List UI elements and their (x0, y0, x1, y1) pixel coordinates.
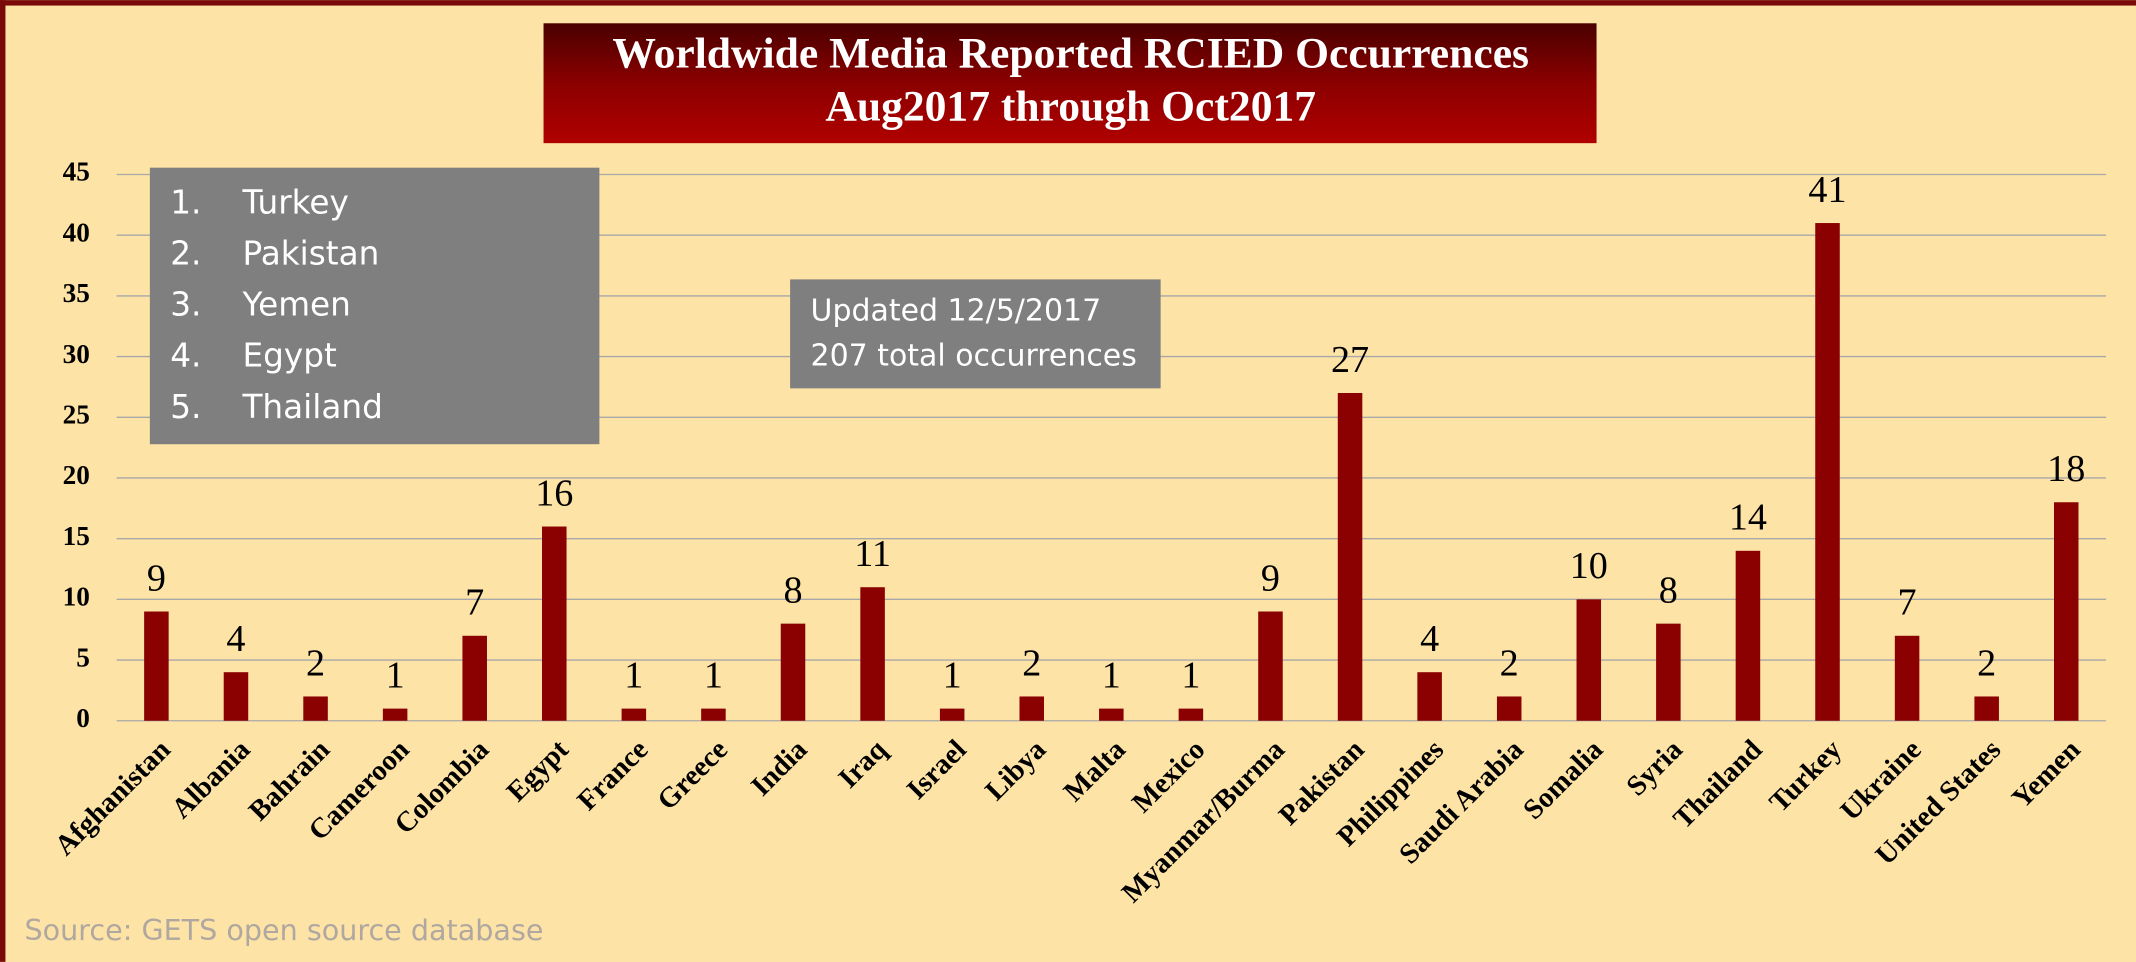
value-label: 1 (1181, 654, 1200, 696)
y-tick-label: 30 (63, 339, 90, 369)
bar (1258, 611, 1283, 721)
value-label: 14 (1729, 497, 1767, 539)
update-box (790, 279, 1161, 389)
bar (1974, 696, 1999, 721)
value-label: 4 (226, 618, 245, 660)
rank-name: Pakistan (242, 235, 379, 273)
rank-number: 1. (170, 183, 201, 221)
border-top (0, 0, 2136, 6)
rank-number: 5. (170, 388, 201, 426)
y-tick-label: 25 (63, 400, 90, 430)
source: Source: GETS open source database (25, 913, 544, 947)
bar (860, 587, 885, 721)
bar (939, 708, 965, 721)
rank-number: 2. (170, 235, 201, 273)
value-label: 27 (1331, 339, 1369, 381)
bar (1337, 392, 1363, 721)
y-tick-label: 45 (63, 157, 90, 187)
bar (144, 611, 169, 721)
value-label: 16 (535, 472, 573, 514)
bar (1735, 550, 1761, 721)
y-tick-label: 40 (63, 217, 90, 247)
value-label: 2 (1977, 642, 1996, 684)
bar (382, 708, 408, 721)
value-label: 1 (624, 654, 643, 696)
rank-name: Turkey (241, 183, 348, 221)
value-label: 18 (2047, 448, 2085, 490)
bar (1099, 708, 1124, 721)
value-label: 9 (1261, 557, 1280, 599)
value-label: 7 (465, 582, 484, 624)
total-occurrences: 207 total occurrences (811, 339, 1137, 374)
ranking-list: 1. Turkey 2. Pakistan 3. Yemen 4. Egypt 5. Thaila… (170, 183, 383, 425)
border-left (0, 0, 6, 962)
value-label: 7 (1898, 582, 1917, 624)
bar (542, 526, 567, 721)
value-label: 2 (1022, 642, 1041, 684)
update-date: Updated 12/5/2017 (811, 294, 1102, 329)
bar (780, 623, 806, 721)
ranking-box (149, 167, 600, 445)
value-label: 41 (1808, 169, 1846, 211)
chart-subtitle: Aug2017 through Oct2017 (825, 82, 1316, 130)
y-tick-label: 20 (63, 460, 90, 490)
y-tick-label: 35 (63, 278, 90, 308)
bar (1496, 696, 1522, 721)
bar (1894, 635, 1920, 721)
rank-name: Thailand (241, 388, 382, 426)
bar (1656, 623, 1681, 721)
value-label: 8 (1659, 569, 1678, 611)
value-label: 1 (386, 654, 405, 696)
bar (223, 672, 249, 721)
bar (462, 635, 487, 721)
value-label: 9 (147, 557, 166, 599)
bar (1417, 672, 1442, 721)
bar (1576, 599, 1602, 721)
value-label: 2 (1500, 642, 1519, 684)
value-label: 2 (306, 642, 325, 684)
rank-number: 4. (170, 337, 201, 375)
bar (1178, 708, 1204, 721)
value-label: 1 (704, 654, 723, 696)
rank-number: 3. (170, 286, 201, 324)
bar (701, 708, 726, 721)
y-tick-label: 0 (76, 703, 90, 733)
bar (2053, 502, 2079, 721)
bar (1815, 223, 1840, 721)
bar (303, 696, 328, 721)
y-tick-label: 15 (63, 521, 90, 551)
rank-name: Yemen (241, 286, 350, 324)
bar (1019, 696, 1045, 721)
y-tick-label: 10 (63, 582, 90, 612)
title-box (543, 23, 1597, 144)
bar (621, 708, 647, 721)
value-label: 8 (783, 569, 802, 611)
y-tick-label: 5 (76, 642, 90, 672)
value-label: 10 (1570, 545, 1608, 587)
rank-name: Egypt (242, 337, 336, 375)
value-label: 1 (1102, 654, 1121, 696)
value-label: 1 (943, 654, 962, 696)
chart-title: Worldwide Media Reported RCIED Occurrenc… (612, 29, 1529, 77)
value-label: 11 (854, 533, 891, 575)
value-label: 4 (1420, 618, 1439, 660)
